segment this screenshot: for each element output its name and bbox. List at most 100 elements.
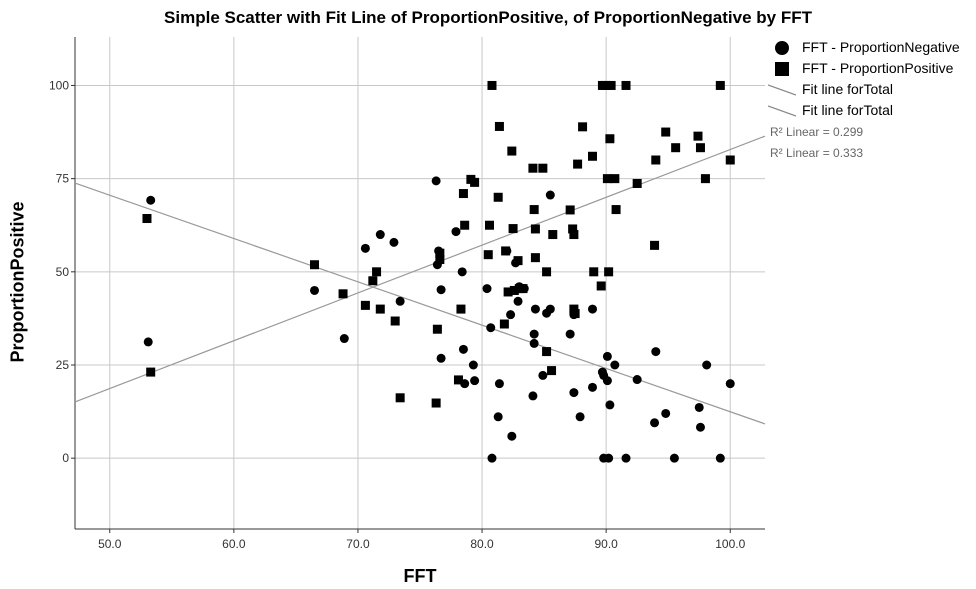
data-point-negative	[538, 370, 548, 380]
data-point-positive	[715, 80, 725, 90]
data-point-negative	[487, 453, 497, 463]
data-point-negative	[650, 418, 660, 428]
data-point-negative	[451, 227, 461, 237]
data-point-negative	[513, 296, 523, 306]
legend-label: Fit line forTotal	[802, 81, 894, 97]
legend-item-negative: FFT - ProportionNegative	[770, 38, 976, 59]
data-point-negative	[602, 376, 612, 386]
axes	[71, 37, 765, 533]
data-point-negative	[545, 190, 555, 200]
data-point-positive	[483, 250, 493, 260]
data-point-positive	[518, 284, 528, 294]
data-point-negative	[375, 230, 385, 240]
data-point-negative	[389, 237, 399, 247]
data-point-negative	[468, 360, 478, 370]
data-point-positive	[508, 224, 518, 234]
data-point-negative	[310, 285, 320, 295]
legend-item-fit-1: Fit line forTotal	[768, 80, 976, 101]
data-point-positive	[651, 155, 661, 165]
data-point-positive	[632, 178, 642, 188]
y-tick-label: 0	[62, 451, 69, 465]
data-point-positive	[372, 267, 382, 277]
data-point-positive	[494, 121, 504, 131]
data-point-positive	[530, 253, 540, 263]
data-point-positive	[671, 143, 681, 153]
data-point-positive	[606, 80, 616, 90]
data-point-positive	[610, 174, 620, 184]
data-point-positive	[470, 177, 480, 187]
data-point-positive	[513, 256, 523, 266]
data-point-positive	[725, 155, 735, 165]
data-point-positive	[604, 267, 614, 277]
data-point-negative	[702, 360, 712, 370]
data-point-positive	[368, 276, 378, 286]
data-point-negative	[482, 284, 492, 294]
data-point-negative	[457, 267, 467, 277]
legend-label: Fit line forTotal	[802, 102, 894, 118]
r-squared-label: R² Linear = 0.299	[770, 125, 864, 139]
data-point-positive	[142, 214, 152, 224]
data-point-negative	[651, 347, 661, 357]
fit-line	[74, 182, 766, 425]
data-point-negative	[715, 453, 725, 463]
tick-labels: 50.0 60.0 70.0 80.0 90.0 100.0 0 25 50 75 100	[49, 78, 746, 551]
x-tick-label: 100.0	[715, 537, 745, 551]
x-tick-label: 90.0	[594, 537, 618, 551]
data-point-negative	[694, 402, 704, 412]
x-tick-label: 50.0	[98, 537, 122, 551]
data-point-positive	[602, 174, 612, 184]
data-point-positive	[695, 143, 705, 153]
data-point-positive	[693, 131, 703, 141]
fit-line	[74, 135, 766, 403]
data-point-positive	[431, 398, 441, 408]
data-point-negative	[725, 379, 735, 389]
data-point-positive	[390, 316, 400, 326]
data-point-negative	[669, 453, 679, 463]
data-point-positive	[573, 159, 583, 169]
data-point-negative	[528, 391, 538, 401]
data-point-negative	[605, 400, 615, 410]
data-point-positive	[435, 255, 445, 265]
legend: FFT - ProportionNegative FFT - Proportio…	[768, 38, 976, 122]
data-point-positive	[611, 205, 621, 215]
data-point-negative	[529, 329, 539, 339]
data-point-positive	[484, 220, 494, 230]
x-axis-label: FFT	[403, 566, 437, 586]
data-point-positive	[570, 309, 580, 319]
legend-label: FFT - ProportionNegative	[802, 39, 960, 55]
data-point-positive	[432, 324, 442, 334]
legend-item-positive: FFT - ProportionPositive	[770, 59, 976, 80]
data-point-positive	[493, 192, 503, 202]
data-point-positive	[530, 224, 540, 234]
data-point-negative	[143, 337, 153, 347]
data-point-positive	[529, 205, 539, 215]
data-point-negative	[588, 304, 597, 314]
data-point-negative	[360, 243, 370, 253]
data-point-positive	[548, 230, 558, 240]
plot-area	[75, 37, 765, 529]
data-point-negative	[530, 304, 540, 314]
data-points	[142, 80, 735, 463]
data-point-positive	[547, 366, 557, 376]
data-point-negative	[436, 353, 446, 363]
data-point-negative	[436, 285, 446, 295]
y-tick-label: 50	[56, 265, 70, 279]
r-squared-label: R² Linear = 0.333	[770, 146, 864, 160]
data-point-negative	[529, 338, 539, 348]
data-point-negative	[470, 376, 480, 386]
data-point-positive	[542, 267, 552, 277]
data-point-negative	[146, 195, 156, 205]
data-point-negative	[545, 304, 555, 314]
y-tick-label: 75	[56, 172, 70, 186]
data-point-negative	[610, 360, 620, 370]
data-point-positive	[568, 224, 578, 234]
fit-lines	[74, 135, 766, 425]
data-point-positive	[338, 289, 348, 299]
data-point-negative	[621, 453, 631, 463]
data-point-positive	[650, 240, 660, 250]
data-point-negative	[569, 388, 579, 398]
data-point-negative	[507, 431, 517, 441]
legend-label: FFT - ProportionPositive	[802, 60, 954, 76]
data-point-negative	[604, 453, 614, 463]
